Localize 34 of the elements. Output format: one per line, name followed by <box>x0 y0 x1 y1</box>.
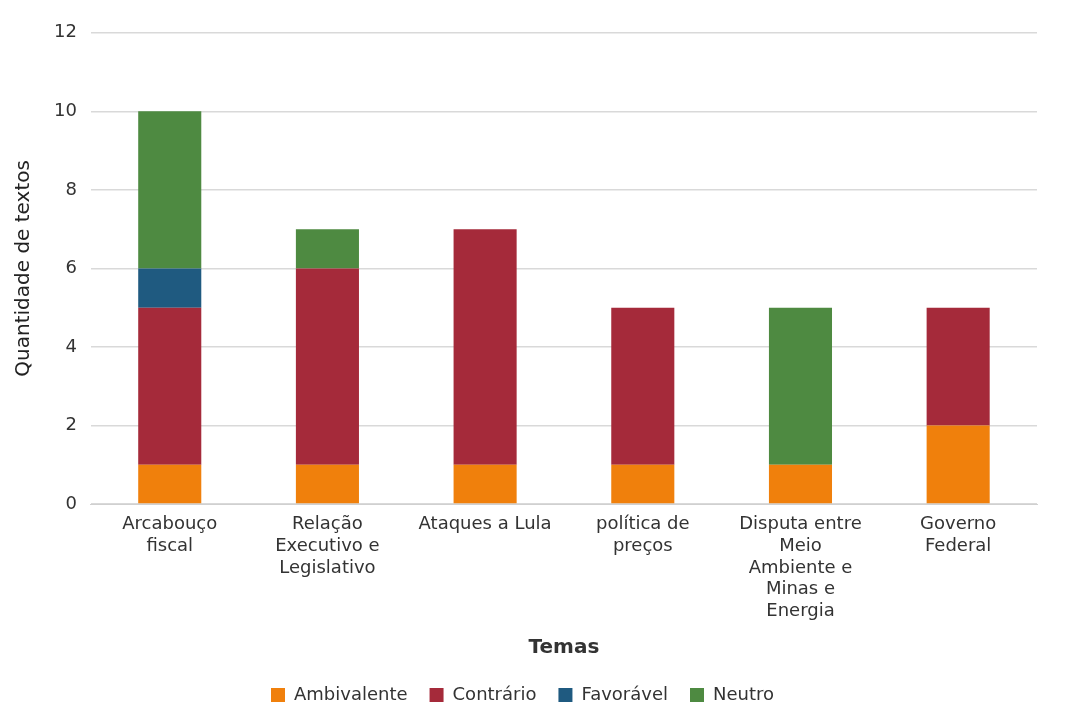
bar <box>926 307 990 426</box>
x-tick-label: Arcabouço fiscal <box>122 512 218 556</box>
x-tick-label: Governo Federal <box>920 512 997 556</box>
y-tick-label: 4 <box>65 334 77 356</box>
bar <box>768 464 833 504</box>
bar <box>138 111 202 269</box>
bar <box>295 268 359 465</box>
x-tick-label: Relação Executivo e Legislativo <box>275 512 380 577</box>
legend-label: Ambivalente <box>293 682 408 704</box>
bar <box>453 464 517 504</box>
bar <box>611 464 675 504</box>
bar <box>138 268 202 308</box>
bar <box>138 464 202 504</box>
y-tick-label: 2 <box>65 413 77 435</box>
bar <box>138 307 202 465</box>
y-tick-label: 0 <box>65 491 77 513</box>
bar <box>768 307 833 465</box>
y-tick-label: 10 <box>54 99 77 121</box>
bar <box>611 307 675 465</box>
bar <box>295 464 359 504</box>
legend-label: Favorável <box>581 682 669 704</box>
y-axis-title: Quantidade de textos <box>10 160 35 377</box>
y-tick-label: 12 <box>54 20 77 42</box>
x-axis-title: Temas <box>528 634 600 659</box>
x-tick-label: política de preços <box>595 512 690 556</box>
legend-label: Contrário <box>452 682 537 704</box>
x-tick-label: Ataques a Lula <box>418 512 552 534</box>
bar <box>453 229 517 465</box>
y-tick-label: 6 <box>65 256 77 278</box>
bar <box>295 229 359 269</box>
x-tick-label: Disputa entre Meio Ambiente e Minas e Energia <box>739 512 862 620</box>
y-tick-label: 8 <box>65 177 77 199</box>
bar <box>926 425 990 504</box>
legend-label: Neutro <box>713 682 775 704</box>
